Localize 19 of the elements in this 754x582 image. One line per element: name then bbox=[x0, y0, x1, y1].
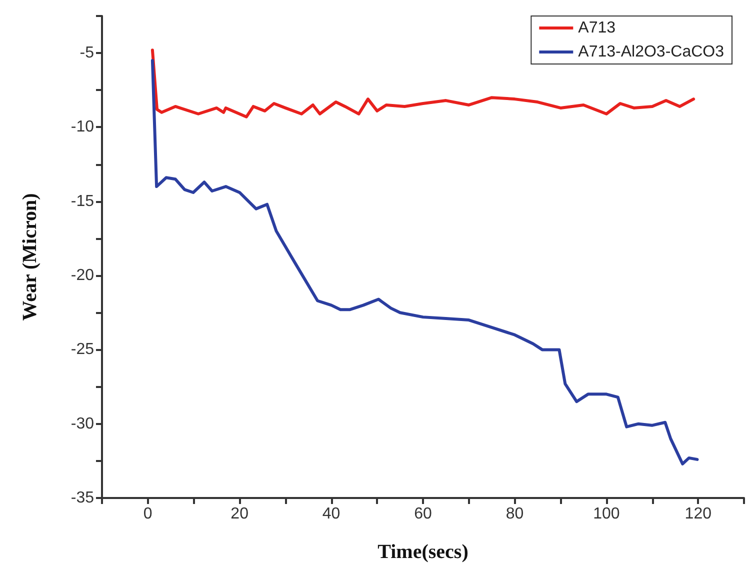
y-tick-label: -20 bbox=[70, 267, 94, 284]
y-axis-title: Wear (Micron) bbox=[19, 193, 41, 321]
y-tick-label: -30 bbox=[70, 415, 94, 432]
x-tick-label: 60 bbox=[414, 506, 432, 522]
x-tick-label: 100 bbox=[593, 506, 620, 522]
x-tick-label: 40 bbox=[322, 506, 340, 522]
legend-label: A713 bbox=[578, 20, 616, 36]
x-tick-label: 20 bbox=[230, 506, 249, 522]
y-tick-label: -25 bbox=[70, 341, 94, 358]
x-tick-label: 0 bbox=[143, 506, 152, 522]
x-axis-title: Time(secs) bbox=[378, 541, 468, 563]
y-tick-label: -35 bbox=[70, 490, 94, 506]
legend-label: A713-Al2O3-CaCO3 bbox=[578, 44, 724, 60]
x-tick-label: 120 bbox=[684, 506, 712, 522]
x-tick-label: 80 bbox=[506, 506, 524, 522]
y-tick-label: -10 bbox=[70, 118, 94, 136]
y-tick-label: -15 bbox=[70, 192, 94, 210]
line-series bbox=[150, 58, 699, 466]
y-tick-label: -5 bbox=[80, 44, 94, 62]
